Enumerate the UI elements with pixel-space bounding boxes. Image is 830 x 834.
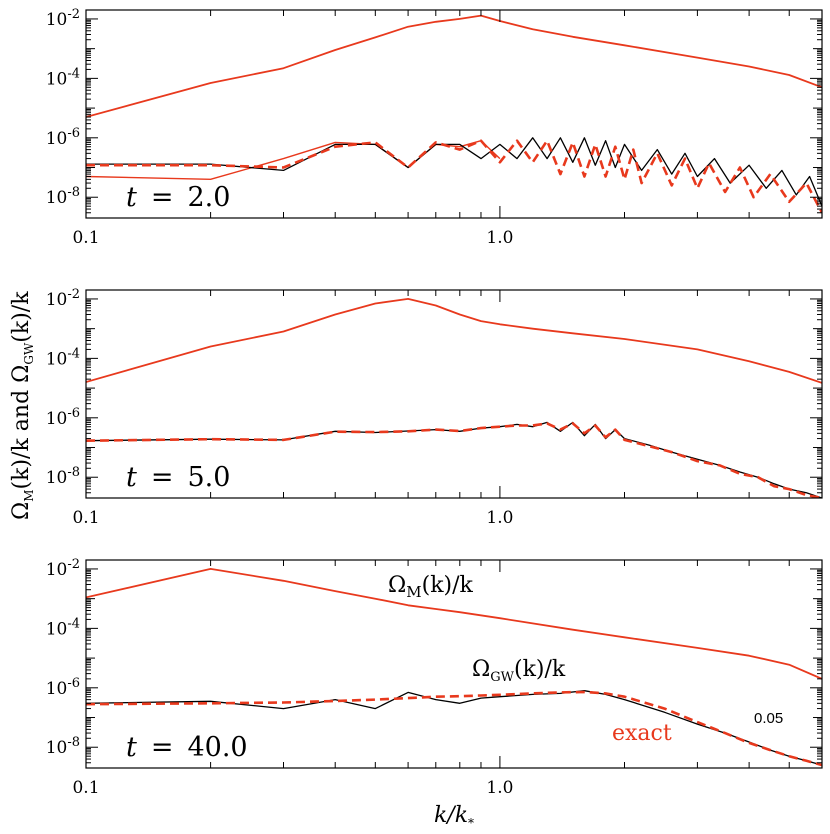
y-tick-label: 10-2	[46, 7, 80, 30]
series-group	[86, 297, 822, 498]
x-tick-label: 0.1	[72, 778, 99, 798]
x-tick-label: 0.1	[72, 508, 99, 528]
time-label: t = 5.0	[126, 462, 230, 493]
series-magnetic	[86, 568, 822, 680]
time-label: t = 40.0	[126, 732, 248, 763]
annotation-gw: ΩGW(k)/k	[472, 657, 566, 685]
y-tick-label: 10-8	[46, 465, 80, 488]
annotation-value: 0.05	[754, 710, 783, 727]
annotation-magnetic: ΩM(k)/k	[388, 573, 474, 601]
series-gw-exact-thin	[86, 139, 501, 181]
y-tick-label: 10-4	[46, 66, 80, 89]
plot-frame	[85, 559, 823, 769]
x-axis-label: k/k*	[434, 803, 474, 830]
y-tick-label: 10-4	[46, 616, 80, 639]
y-tick-label: 10-2	[46, 287, 80, 310]
y-tick-label: 10-4	[46, 346, 80, 369]
y-axis-label: ΩM(k)/k and ΩGW(k)/k	[9, 291, 36, 520]
y-tick-label: 10-8	[46, 735, 80, 758]
x-tick-label: 1.0	[486, 508, 513, 528]
y-tick-label: 10-6	[46, 126, 80, 149]
panel-3: 0.1 1.0 10-8 10-6 10-4 10-2 t = 40.0 ΩM(k)/k ΩGW(k…	[46, 557, 823, 798]
y-tick-label: 10-6	[46, 676, 80, 699]
x-tick-label: 1.0	[486, 778, 513, 798]
time-label: t = 2.0	[126, 182, 230, 213]
panel-2: 0.1 1.0 10-8 10-6 10-4 10-2 t = 5.0	[46, 287, 823, 528]
plot-frame	[85, 9, 823, 219]
panel-1: 0.1 1.0 10-8 10-6 10-4 10-2 t = 2.0	[46, 7, 823, 248]
annotation-exact: exact	[612, 721, 672, 746]
x-tick-label: 1.0	[486, 228, 513, 248]
y-tick-label: 10-8	[46, 185, 80, 208]
series-gw-exact	[86, 422, 822, 498]
y-tick-label: 10-2	[46, 557, 80, 580]
series-magnetic	[86, 14, 822, 118]
series-gw-exact	[86, 139, 822, 214]
plot-frame	[85, 289, 823, 499]
y-tick-label: 10-6	[46, 406, 80, 429]
series-group	[86, 568, 822, 767]
x-tick-label: 0.1	[72, 228, 99, 248]
series-gw-exact	[86, 690, 822, 767]
series-magnetic	[86, 297, 822, 384]
